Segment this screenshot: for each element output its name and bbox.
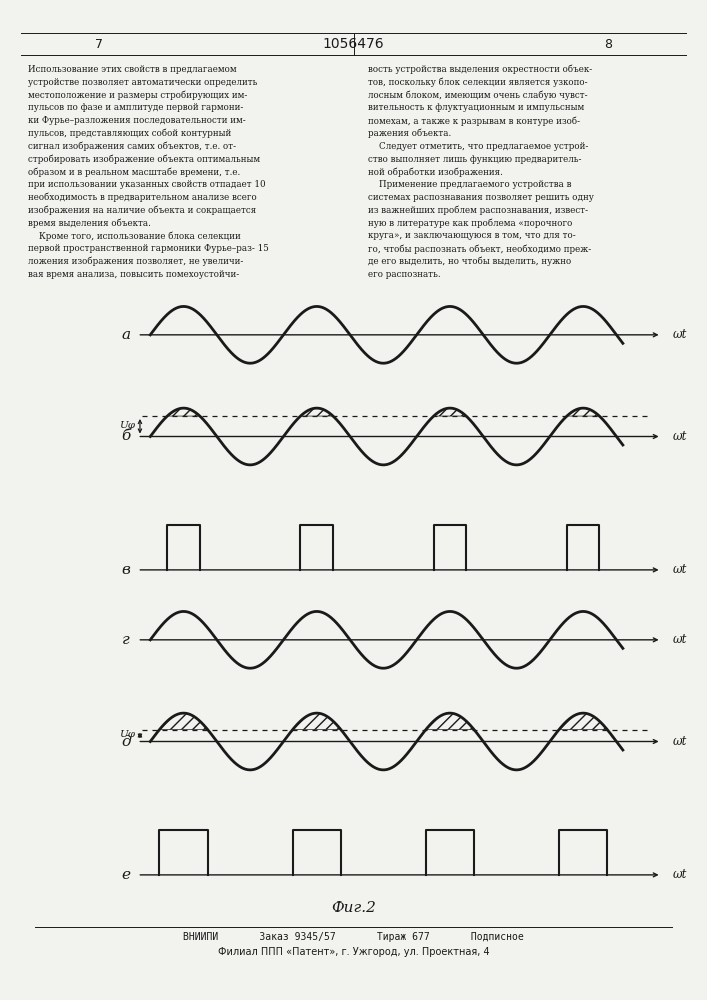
Text: 8: 8 [604, 37, 612, 50]
Text: вительность к флуктуационным и импульсным: вительность к флуктуационным и импульсны… [368, 103, 584, 112]
Text: при использовании указанных свойств отпадает 10: при использовании указанных свойств отпа… [28, 180, 266, 189]
Text: ωt: ωt [672, 868, 687, 881]
Text: стробировать изображение объекта оптимальным: стробировать изображение объекта оптимал… [28, 155, 260, 164]
Text: первой пространственной гармоники Фурье–раз- 15: первой пространственной гармоники Фурье–… [28, 244, 269, 253]
Text: круга», и заключающуюся в том, что для то-: круга», и заключающуюся в том, что для т… [368, 231, 575, 240]
Text: местоположение и размеры стробирующих им-: местоположение и размеры стробирующих им… [28, 91, 247, 100]
Text: образом и в реальном масштабе времени, т.е.: образом и в реальном масштабе времени, т… [28, 167, 240, 177]
Text: Фиг.2: Фиг.2 [331, 901, 376, 915]
Text: ложения изображения позволяет, не увеличи-: ложения изображения позволяет, не увелич… [28, 257, 244, 266]
Text: ство выполняет лишь функцию предваритель-: ство выполняет лишь функцию предваритель… [368, 155, 581, 164]
Text: изображения на наличие объекта и сокращается: изображения на наличие объекта и сокраща… [28, 206, 257, 215]
Text: Кроме того, использование блока селекции: Кроме того, использование блока селекции [28, 231, 241, 241]
Text: Следует отметить, что предлагаемое устрой-: Следует отметить, что предлагаемое устро… [368, 142, 588, 151]
Text: ωt: ωt [672, 430, 687, 443]
Text: 7: 7 [95, 37, 103, 50]
Text: из важнейших проблем распознавания, извест-: из важнейших проблем распознавания, изве… [368, 206, 588, 215]
Text: Применение предлагаемого устройства в: Применение предлагаемого устройства в [368, 180, 571, 189]
Text: помехам, а также к разрывам в контуре изоб-: помехам, а также к разрывам в контуре из… [368, 116, 580, 126]
Text: ωt: ωt [672, 563, 687, 576]
Text: б: б [122, 430, 131, 444]
Text: ную в литературе как проблема «порочного: ную в литературе как проблема «порочного [368, 219, 572, 228]
Text: г: г [122, 633, 130, 647]
Text: ωt: ωt [672, 328, 687, 341]
Text: го, чтобы распознать объект, необходимо преж-: го, чтобы распознать объект, необходимо … [368, 244, 591, 254]
Text: в: в [122, 563, 131, 577]
Text: лосным блоком, имеющим очень слабую чувст-: лосным блоком, имеющим очень слабую чувс… [368, 91, 588, 100]
Text: ной обработки изображения.: ной обработки изображения. [368, 167, 503, 177]
Text: тов, поскольку блок селекции является узкопо-: тов, поскольку блок селекции является уз… [368, 78, 588, 87]
Text: Uφ: Uφ [119, 421, 135, 430]
Text: сигнал изображения самих объектов, т.е. от-: сигнал изображения самих объектов, т.е. … [28, 142, 236, 151]
Text: пульсов по фазе и амплитуде первой гармони-: пульсов по фазе и амплитуде первой гармо… [28, 103, 244, 112]
Text: де его выделить, но чтобы выделить, нужно: де его выделить, но чтобы выделить, нужн… [368, 257, 571, 266]
Text: 1056476: 1056476 [322, 37, 385, 51]
Text: д: д [122, 734, 131, 748]
Text: время выделения объекта.: время выделения объекта. [28, 219, 151, 228]
Text: Uφ: Uφ [119, 730, 135, 739]
Text: системах распознавания позволяет решить одну: системах распознавания позволяет решить … [368, 193, 593, 202]
Text: вость устройства выделения окрестности объек-: вость устройства выделения окрестности о… [368, 65, 592, 75]
Text: его распознать.: его распознать. [368, 270, 440, 279]
Text: вая время анализа, повысить помехоустойчи-: вая время анализа, повысить помехоустойч… [28, 270, 240, 279]
Text: ВНИИПИ       Заказ 9345/57       Тираж 677       Подписное: ВНИИПИ Заказ 9345/57 Тираж 677 Подписное [183, 932, 524, 942]
Text: устройстве позволяет автоматически определить: устройстве позволяет автоматически опред… [28, 78, 257, 87]
Text: е: е [122, 868, 131, 882]
Text: ωt: ωt [672, 633, 687, 646]
Text: пульсов, представляющих собой контурный: пульсов, представляющих собой контурный [28, 129, 231, 138]
Text: а: а [122, 328, 131, 342]
Text: ωt: ωt [672, 735, 687, 748]
Text: Использование этих свойств в предлагаемом: Использование этих свойств в предлагаемо… [28, 65, 237, 74]
Text: ки Фурье–разложения последовательности им-: ки Фурье–разложения последовательности и… [28, 116, 246, 125]
Text: необходимость в предварительном анализе всего: необходимость в предварительном анализе … [28, 193, 257, 202]
Text: Филиал ППП «Патент», г. Ужгород, ул. Проектная, 4: Филиал ППП «Патент», г. Ужгород, ул. Про… [218, 947, 489, 957]
Text: ражения объекта.: ражения объекта. [368, 129, 451, 138]
